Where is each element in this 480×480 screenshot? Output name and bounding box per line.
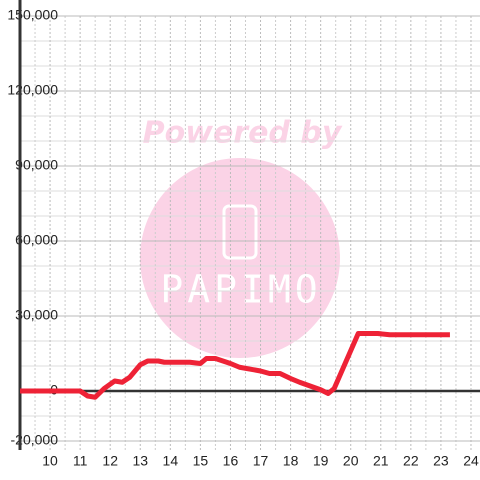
- x-tick-label: 19: [313, 453, 329, 469]
- y-tick-label: 120,000: [7, 82, 58, 98]
- x-tick-label: 13: [132, 453, 148, 469]
- x-tick-label: 24: [463, 453, 479, 469]
- x-tick-label: 20: [343, 453, 359, 469]
- watermark: Powered by PAPIMO: [140, 116, 343, 358]
- y-tick-label: 150,000: [7, 7, 58, 23]
- y-tick-label: 30,000: [15, 307, 58, 323]
- x-tick-label: 11: [73, 453, 88, 469]
- x-tick-label: 21: [373, 453, 389, 469]
- y-tick-label: 90,000: [15, 157, 58, 173]
- x-tick-label: 23: [433, 453, 449, 469]
- x-tick-label: 22: [403, 453, 419, 469]
- x-tick-label: 10: [42, 453, 58, 469]
- x-tick-label: 17: [253, 453, 269, 469]
- x-tick-label: 18: [283, 453, 299, 469]
- y-tick-label: 60,000: [15, 232, 58, 248]
- x-tick-label: 16: [223, 453, 239, 469]
- x-tick-label: 12: [102, 453, 118, 469]
- watermark-logo: PAPIMO: [160, 268, 321, 312]
- x-tick-label: 15: [193, 453, 209, 469]
- data-line: [20, 331, 450, 400]
- y-tick-label: -20,000: [11, 432, 59, 448]
- x-tick-label: 14: [163, 453, 179, 469]
- watermark-text: Powered by: [143, 116, 343, 151]
- watermark-phone: [222, 204, 258, 260]
